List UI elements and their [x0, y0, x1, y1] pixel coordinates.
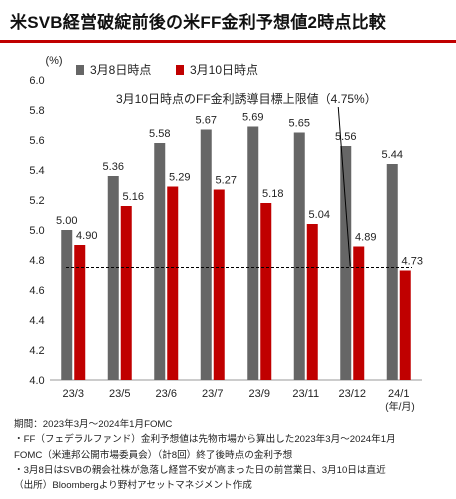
bar-value-label: 4.90: [76, 230, 97, 242]
bar-value-label: 5.27: [216, 175, 237, 187]
annotation-group: 3月10日時点のFF金利誘導目標上限値（4.75%）: [116, 91, 377, 267]
y-tick-label: 5.4: [29, 165, 44, 177]
annotation-text: 3月10日時点のFF金利誘導目標上限値（4.75%）: [116, 91, 377, 106]
bar-value-label: 5.69: [242, 112, 263, 124]
x-tick-label: 23/5: [109, 388, 130, 400]
legend-swatch: [76, 65, 84, 75]
bar-mar8: [386, 164, 398, 380]
x-tick-label: 23/12: [338, 388, 366, 400]
x-tick-label: 23/3: [63, 388, 84, 400]
bar-value-label: 5.16: [123, 191, 144, 203]
y-axis-group: (%): [45, 55, 62, 67]
y-tick-label: 6.0: [29, 75, 44, 87]
bar-value-label: 5.18: [262, 188, 283, 200]
page-title: 米SVB経営破綻前後の米FF金利予想値2時点比較: [10, 13, 386, 32]
footnotes: 期間：2023年3月～2024年1月FOMC ・FF（フェデラルファンド）金利予…: [14, 417, 454, 493]
bar-mar8: [340, 146, 352, 380]
bar-mar10: [353, 246, 365, 380]
bar-mar10: [74, 245, 86, 380]
bar-mar8: [247, 126, 259, 380]
x-tick-label: 23/6: [156, 388, 177, 400]
bar-mar8: [61, 230, 73, 380]
x-tick-label: 23/9: [249, 388, 270, 400]
y-tick-label: 4.4: [29, 315, 44, 327]
y-tick-label: 5.0: [29, 225, 44, 237]
x-tick-label: 23/11: [292, 388, 319, 400]
bar-chart: (%) 4.0 4.2 4.4 4.6 4.8 5.0 5.2 5.4 5.6 5.8 6.0 5.…: [29, 55, 423, 413]
bar-mar10: [120, 206, 132, 380]
footnote-period: 期間：2023年3月～2024年1月FOMC: [14, 419, 173, 430]
bar-mar8: [293, 132, 305, 380]
y-tick-label: 5.6: [29, 135, 44, 147]
annotation-leader-line: [337, 106, 351, 267]
y-tick-label: 5.2: [29, 195, 44, 207]
y-tick-label: 4.8: [29, 255, 44, 267]
x-tick-labels: 23/3 23/5 23/6 23/7 23/9 23/11 23/12 24/1: [63, 388, 410, 400]
x-axis-unit-label: (年/月): [385, 400, 414, 413]
bar-mar10: [399, 270, 411, 380]
footnote-definition-2: FOMC（米連邦公開市場委員会）（計8回）終了後時点の金利予想: [14, 449, 293, 461]
bar-mar10: [167, 186, 179, 380]
bar-mar10: [213, 189, 225, 380]
bar-mar10: [306, 224, 318, 380]
legend-label: 3月8日時点: [90, 63, 151, 77]
bar-value-label: 5.36: [103, 161, 124, 173]
bar-mar8: [154, 143, 166, 380]
legend: 3月8日時点 3月10日時点: [76, 63, 258, 77]
bar-value-label: 5.00: [56, 215, 77, 227]
bar-value-label: 5.56: [335, 131, 356, 143]
bar-value-label: 5.65: [289, 118, 310, 130]
legend-label: 3月10日時点: [190, 63, 258, 77]
bar-value-label: 5.04: [309, 209, 330, 221]
bar-value-label: 5.44: [382, 149, 403, 161]
bar-mar10: [260, 203, 272, 380]
bar-mar8: [200, 129, 212, 380]
bar-value-label: 5.29: [169, 172, 190, 184]
footnote-definition-1: ・FF（フェデラルファンド）金利予想値は先物市場から算出した2023年3月～20…: [14, 434, 396, 446]
bar-value-label: 5.67: [196, 115, 217, 127]
title-underline: [0, 40, 456, 43]
bar-value-label: 5.58: [149, 128, 170, 140]
y-tick-label: 4.0: [29, 375, 44, 387]
y-tick-labels: 4.0 4.2 4.4 4.6 4.8 5.0 5.2 5.4 5.6 5.8 6.0: [29, 75, 44, 387]
y-tick-label: 5.8: [29, 105, 44, 117]
x-tick-label: 23/7: [202, 388, 223, 400]
bar-value-label: 4.89: [355, 232, 376, 244]
y-tick-label: 4.2: [29, 345, 44, 357]
x-tick-label: 24/1: [388, 388, 409, 400]
y-axis-unit-label: (%): [45, 55, 62, 67]
footnote-source: （出所）Bloombergより野村アセットマネジメント作成: [14, 480, 252, 492]
bar-value-label: 4.73: [402, 256, 423, 268]
bar-mar8: [107, 176, 119, 380]
footnote-dates: ・3月8日はSVBの親会社株が急落し経営不安が高まった日の前営業日、3月10日は…: [14, 464, 386, 476]
y-tick-label: 4.6: [29, 285, 44, 297]
legend-swatch: [176, 65, 184, 75]
bars-group: [61, 126, 411, 380]
